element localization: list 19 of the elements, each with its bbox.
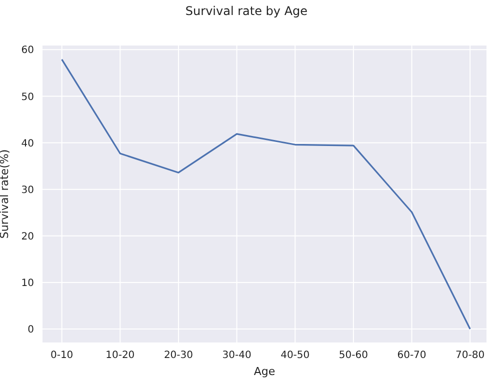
y-tick-label: 50: [21, 92, 34, 103]
y-tick-label: 20: [21, 231, 34, 242]
x-tick-label: 30-40: [222, 350, 252, 362]
y-tick-label: 40: [21, 138, 34, 150]
x-tick-label: 20-30: [164, 350, 194, 362]
x-tick-label: 60-70: [397, 350, 426, 362]
y-axis-title: Survival rate(%): [0, 149, 11, 239]
x-tick-label: 0-10: [50, 350, 74, 362]
chart-title: Survival rate by Age: [184, 4, 309, 18]
x-tick-label: 70-80: [456, 350, 485, 362]
y-tick-label: 10: [21, 278, 34, 290]
x-tick-label: 50-60: [338, 350, 368, 362]
y-tick-label: 30: [21, 184, 34, 196]
y-tick-label: 60: [21, 45, 34, 56]
x-axis-title: Age: [254, 365, 276, 378]
x-tick-label: 40-50: [280, 350, 310, 362]
line-series: [61, 58, 471, 330]
y-tick-label: 0: [28, 324, 34, 336]
x-tick-label: 10-20: [106, 350, 135, 362]
